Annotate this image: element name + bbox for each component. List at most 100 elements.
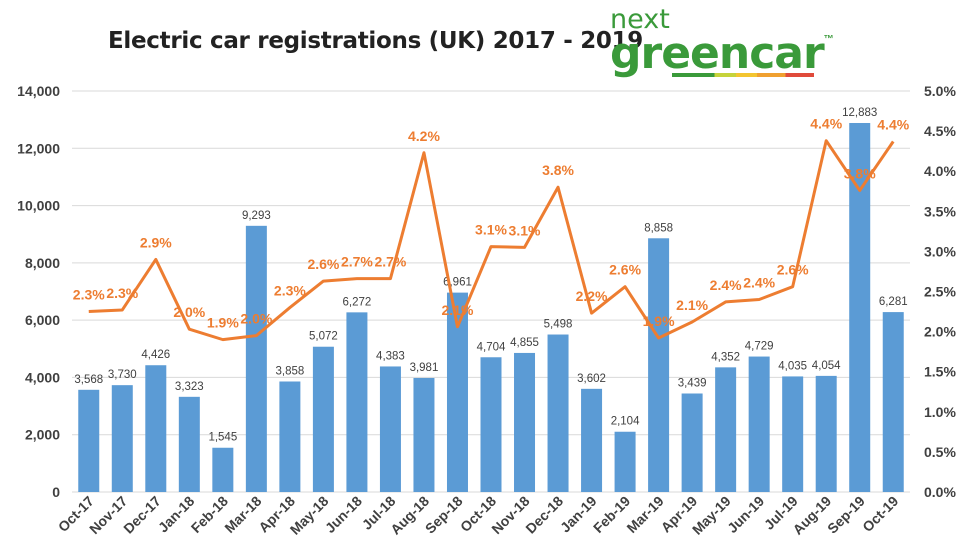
bar (815, 375, 837, 492)
bar-data-label: 3,858 (275, 365, 304, 377)
bar (514, 352, 536, 492)
line-data-label: 2.3% (106, 285, 138, 301)
x-tick-label: Feb-19 (590, 493, 633, 536)
logo-color-strip (672, 73, 814, 77)
line-data-label: 1.9% (643, 313, 675, 329)
logo-tm: ™ (823, 34, 834, 45)
bar (413, 377, 435, 492)
bar-data-label: 3,730 (108, 369, 137, 381)
y2-tick-label: 2.0% (924, 324, 956, 340)
bar (614, 431, 636, 492)
y-tick-label: 6,000 (25, 312, 60, 328)
bar (446, 292, 468, 492)
bar (849, 122, 871, 492)
y2-tick-label: 0.5% (924, 444, 956, 460)
bar (648, 238, 670, 492)
y-tick-label: 12,000 (17, 140, 60, 156)
line-data-label: 1.9% (207, 315, 239, 331)
bar-data-label: 3,602 (577, 373, 606, 385)
line-data-label: 2.7% (341, 254, 373, 270)
bar (882, 312, 904, 492)
line-data-label: 2.1% (442, 302, 474, 318)
bar (480, 357, 502, 492)
x-tick-label: Dec-17 (120, 493, 164, 537)
x-tick-label: May-19 (689, 493, 734, 538)
y2-tick-label: 4.5% (924, 123, 956, 139)
line-data-label: 2.0% (240, 311, 272, 327)
nextgreencar-logo: next greencar™ (610, 4, 834, 77)
y2-tick-label: 3.0% (924, 243, 956, 259)
line-data-label: 3.8% (844, 165, 876, 181)
bar (78, 389, 100, 492)
y-tick-label: 14,000 (17, 83, 60, 99)
x-tick-label: Mar-18 (221, 493, 264, 536)
bar (279, 381, 301, 492)
line-data-label: 2.9% (140, 234, 172, 250)
y2-tick-label: 0.0% (924, 484, 956, 500)
x-tick-label: Dec-18 (522, 493, 566, 537)
bar-data-label: 3,568 (74, 374, 103, 386)
y2-tick-label: 4.0% (924, 163, 956, 179)
x-tick-label: Feb-18 (188, 493, 231, 536)
bar-data-label: 5,072 (309, 331, 338, 343)
bar (245, 225, 267, 492)
bar-data-label: 3,439 (678, 377, 707, 389)
line-data-label: 2.1% (676, 297, 708, 313)
x-tick-label: Nov-17 (86, 493, 130, 537)
bar (547, 334, 569, 492)
bar-data-label: 2,104 (611, 416, 640, 428)
bar-data-label: 5,498 (544, 319, 573, 331)
y-tick-label: 8,000 (25, 255, 60, 271)
line-data-label: 2.4% (710, 277, 742, 293)
bar (379, 366, 401, 492)
bar (581, 388, 603, 492)
line-data-label: 2.7% (374, 254, 406, 270)
bar (346, 312, 368, 492)
bar-data-label: 4,729 (745, 341, 774, 353)
line-data-label: 4.4% (810, 116, 842, 132)
x-tick-label: Jun-19 (724, 493, 767, 536)
bar-data-label: 8,858 (644, 222, 673, 234)
bar-data-label: 9,293 (242, 210, 271, 222)
bar (681, 393, 703, 492)
bar (145, 365, 167, 492)
bar-data-label: 3,981 (410, 362, 439, 374)
bar-data-label: 1,545 (208, 432, 237, 444)
y2-tick-label: 3.5% (924, 203, 956, 219)
bar-data-label: 4,035 (778, 360, 807, 372)
line-data-label: 4.2% (408, 128, 440, 144)
bar-data-label: 6,272 (343, 296, 372, 308)
bar-data-label: 4,704 (477, 341, 506, 353)
line-data-label: 4.4% (877, 117, 909, 133)
line-data-label: 3.1% (509, 222, 541, 238)
bar-data-label: 4,054 (812, 360, 841, 372)
y-tick-label: 2,000 (25, 427, 60, 443)
bar-data-label: 12,883 (842, 107, 877, 119)
line-data-label: 2.3% (73, 287, 105, 303)
x-tick-label: Oct-19 (859, 493, 901, 535)
bar (782, 376, 804, 492)
line-data-label: 2.6% (777, 262, 809, 278)
x-tick-label: Sep-19 (824, 493, 868, 537)
line-data-label: 3.1% (475, 222, 507, 238)
logo-next: next (610, 4, 670, 35)
bar (312, 346, 334, 492)
bar-data-label: 3,323 (175, 381, 204, 393)
y-tick-label: 10,000 (17, 198, 60, 214)
bar (715, 367, 737, 492)
x-tick-label: May-18 (287, 493, 332, 538)
x-tick-label: Mar-19 (623, 493, 666, 536)
x-tick-label: Sep-18 (422, 493, 466, 537)
chart-title: Electric car registrations (UK) 2017 - 2… (108, 28, 644, 54)
x-tick-label: Aug-18 (387, 493, 432, 538)
line-data-label: 2.6% (307, 256, 339, 272)
bar-data-label: 4,426 (141, 349, 170, 361)
line-data-label: 2.3% (274, 283, 306, 299)
bar (748, 356, 770, 492)
bar-data-label: 4,383 (376, 350, 405, 362)
y2-tick-label: 2.5% (924, 284, 956, 300)
y-tick-label: 4,000 (25, 369, 60, 385)
x-tick-label: Aug-19 (789, 493, 834, 538)
